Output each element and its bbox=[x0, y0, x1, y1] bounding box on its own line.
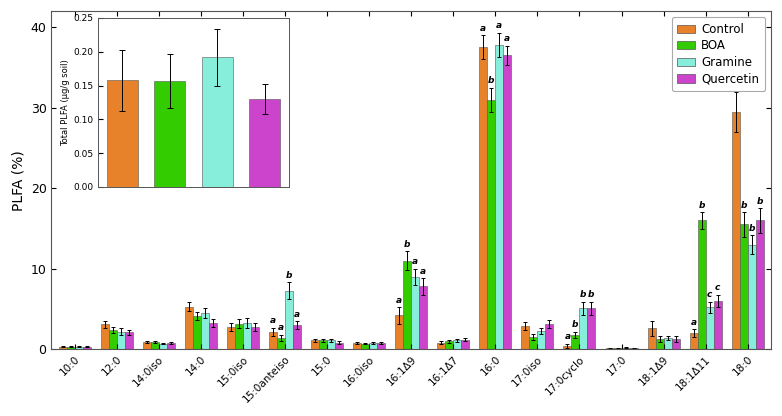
Bar bbox=[101, 324, 109, 349]
Bar bbox=[377, 343, 385, 349]
Text: b: b bbox=[572, 320, 579, 329]
Bar bbox=[437, 343, 445, 349]
Bar bbox=[529, 337, 537, 349]
Bar bbox=[522, 326, 529, 349]
Bar bbox=[369, 343, 377, 349]
Bar bbox=[293, 325, 301, 349]
Bar bbox=[454, 340, 461, 349]
Text: a: a bbox=[294, 310, 300, 319]
Bar bbox=[151, 342, 159, 349]
Bar bbox=[353, 343, 361, 349]
Bar bbox=[167, 343, 174, 349]
Bar bbox=[732, 112, 740, 349]
Bar bbox=[142, 342, 151, 349]
Text: b: b bbox=[404, 240, 411, 249]
Bar bbox=[664, 338, 672, 349]
Text: b: b bbox=[588, 290, 594, 300]
Bar bbox=[672, 339, 680, 349]
Bar bbox=[690, 333, 698, 349]
Bar bbox=[66, 347, 74, 349]
Bar bbox=[545, 324, 554, 349]
Bar bbox=[201, 313, 209, 349]
Bar bbox=[698, 220, 705, 349]
Bar bbox=[705, 307, 714, 349]
Bar bbox=[335, 343, 343, 349]
Bar bbox=[579, 308, 587, 349]
Text: c: c bbox=[715, 283, 720, 292]
Bar bbox=[461, 339, 469, 349]
Text: a: a bbox=[480, 24, 486, 33]
Bar bbox=[285, 290, 293, 349]
Bar bbox=[193, 316, 201, 349]
Bar bbox=[564, 346, 572, 349]
Text: a: a bbox=[504, 34, 511, 43]
Bar bbox=[572, 335, 579, 349]
Text: b: b bbox=[580, 290, 586, 300]
Text: a: a bbox=[412, 258, 418, 266]
Bar bbox=[227, 327, 235, 349]
Bar bbox=[587, 308, 595, 349]
Bar bbox=[361, 344, 369, 349]
Bar bbox=[185, 307, 193, 349]
Bar bbox=[109, 330, 117, 349]
Bar bbox=[748, 245, 755, 349]
Text: c: c bbox=[707, 290, 712, 300]
Bar bbox=[479, 47, 487, 349]
Bar bbox=[251, 327, 259, 349]
Bar bbox=[209, 323, 217, 349]
Bar bbox=[269, 332, 277, 349]
Bar bbox=[404, 261, 411, 349]
Bar bbox=[124, 332, 133, 349]
Bar bbox=[647, 328, 655, 349]
Bar bbox=[311, 340, 319, 349]
Bar bbox=[235, 324, 243, 349]
Bar bbox=[622, 348, 630, 349]
Text: b: b bbox=[756, 197, 763, 206]
Text: b: b bbox=[488, 76, 494, 85]
Text: a: a bbox=[420, 267, 426, 276]
Bar bbox=[419, 287, 427, 349]
Text: b: b bbox=[741, 201, 747, 210]
Text: a: a bbox=[733, 80, 739, 89]
Bar bbox=[755, 220, 764, 349]
Bar bbox=[74, 347, 83, 349]
Legend: Control, BOA, Gramine, Quercetin: Control, BOA, Gramine, Quercetin bbox=[672, 17, 765, 92]
Text: b: b bbox=[285, 271, 292, 280]
Bar bbox=[487, 100, 495, 349]
Bar bbox=[277, 338, 285, 349]
Bar bbox=[740, 225, 748, 349]
Bar bbox=[83, 347, 91, 349]
Text: a: a bbox=[691, 318, 697, 327]
Y-axis label: PLFA (%): PLFA (%) bbox=[11, 150, 25, 210]
Bar bbox=[159, 344, 167, 349]
Bar bbox=[395, 315, 404, 349]
Text: a: a bbox=[497, 22, 502, 30]
Bar bbox=[327, 340, 335, 349]
Bar bbox=[537, 331, 545, 349]
Bar bbox=[319, 340, 327, 349]
Text: a: a bbox=[565, 332, 571, 341]
Bar bbox=[243, 323, 251, 349]
Bar bbox=[714, 301, 722, 349]
Bar bbox=[117, 332, 124, 349]
Text: a: a bbox=[270, 316, 276, 325]
Text: a: a bbox=[396, 296, 402, 305]
Bar bbox=[495, 45, 504, 349]
Bar bbox=[655, 339, 664, 349]
Bar bbox=[445, 341, 454, 349]
Text: a: a bbox=[278, 323, 284, 332]
Bar bbox=[504, 55, 511, 349]
Bar bbox=[59, 347, 66, 349]
Bar bbox=[411, 277, 419, 349]
Text: b: b bbox=[698, 201, 705, 210]
Text: b: b bbox=[748, 223, 755, 233]
